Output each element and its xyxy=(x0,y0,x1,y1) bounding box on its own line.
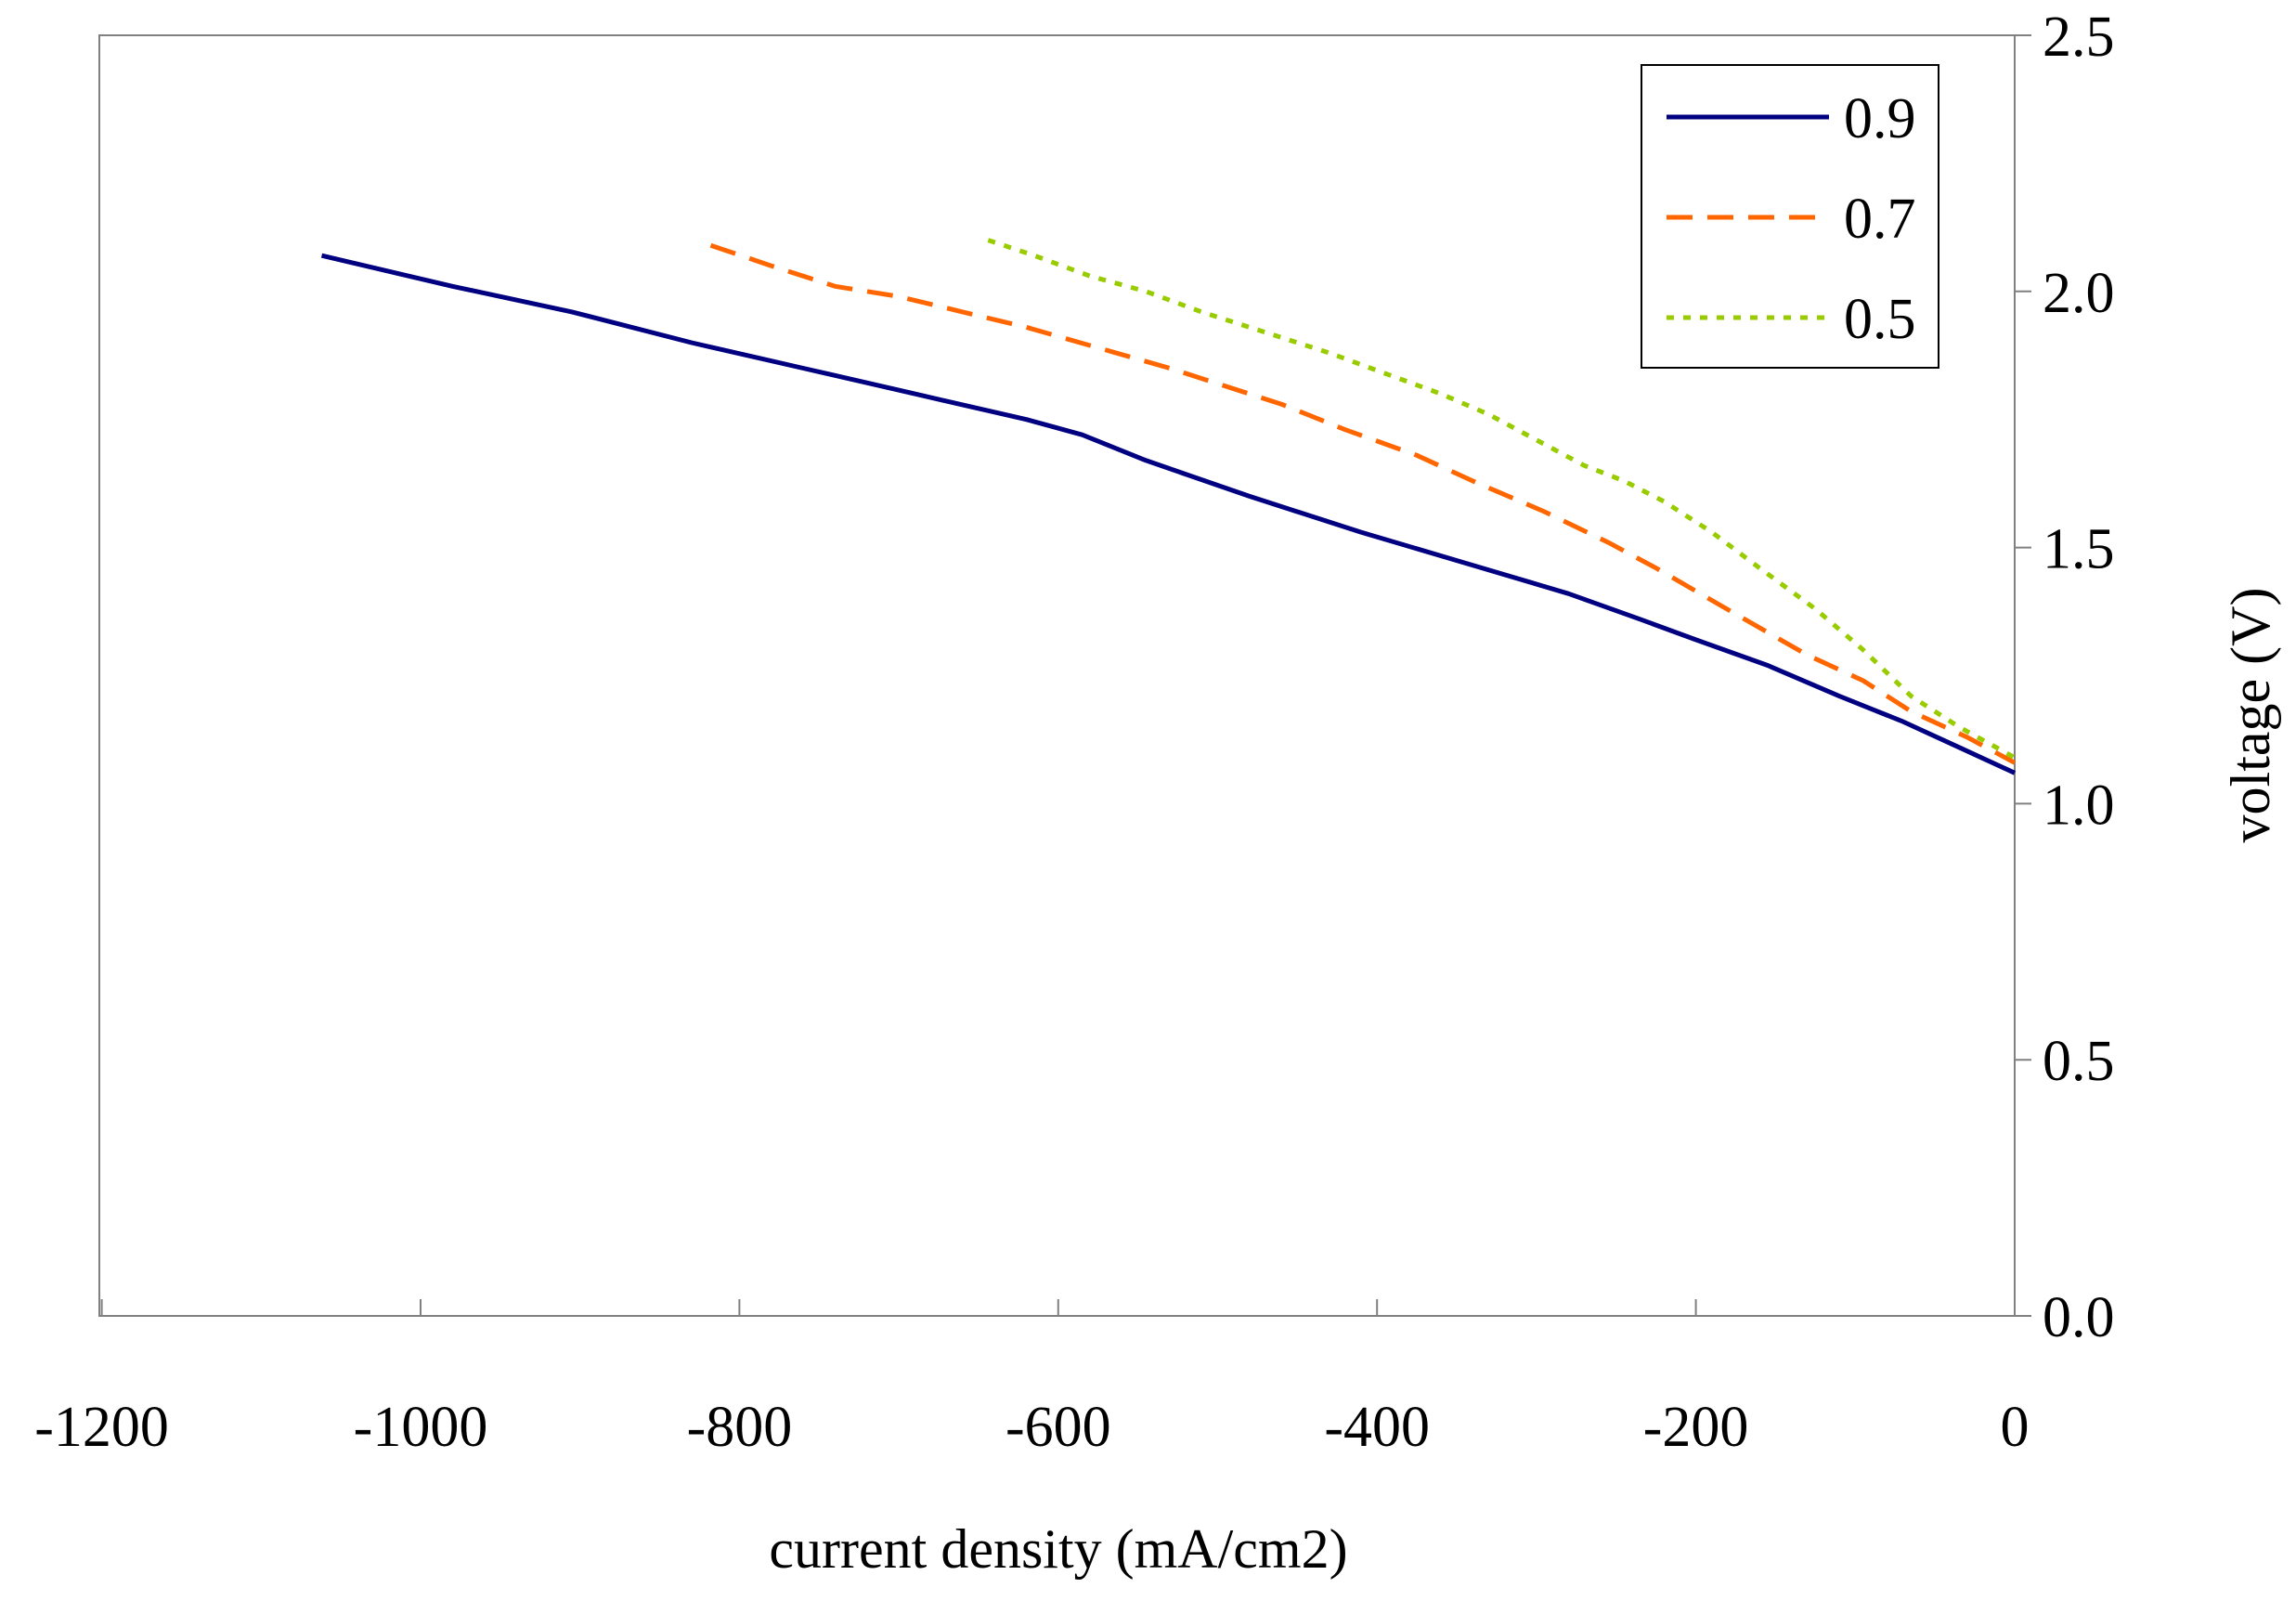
x-tick-label: -800 xyxy=(687,1396,793,1459)
y-axis-title: voltage (V) xyxy=(2220,588,2281,843)
x-tick-label: -1000 xyxy=(354,1396,488,1459)
legend: 0.9 0.7 0.5 xyxy=(1641,64,1939,369)
y-tick-label: 2.5 xyxy=(2043,6,2115,69)
y-tick-label: 0.0 xyxy=(2043,1286,2115,1349)
x-tick-label: -400 xyxy=(1324,1396,1430,1459)
y-tick-label: 0.5 xyxy=(2043,1030,2115,1093)
axes: 0.0 0.5 1.0 1.5 2.0 2.5 -1200 -1000 -800 -600 -400… xyxy=(34,6,2114,1459)
series-line-0.7 xyxy=(709,242,2017,765)
legend-label: 0.9 xyxy=(1844,87,1916,150)
y-tick-label: 1.0 xyxy=(2043,774,2115,837)
legend-label: 0.7 xyxy=(1844,188,1916,251)
x-tick-label: -600 xyxy=(1005,1396,1111,1459)
x-tick-label: -1200 xyxy=(34,1396,169,1459)
y-tick-label: 1.5 xyxy=(2043,518,2115,581)
series-layer xyxy=(320,238,2017,775)
x-axis-title: current density (mA/cm2) xyxy=(769,1518,1347,1580)
x-tick-label: 0 xyxy=(2001,1396,2030,1459)
y-tick-label: 2.0 xyxy=(2043,262,2115,325)
series-line-0.9 xyxy=(320,253,2017,775)
x-tick-label: -200 xyxy=(1643,1396,1749,1459)
series-line-0.5 xyxy=(987,238,2017,760)
legend-label: 0.5 xyxy=(1844,288,1916,351)
